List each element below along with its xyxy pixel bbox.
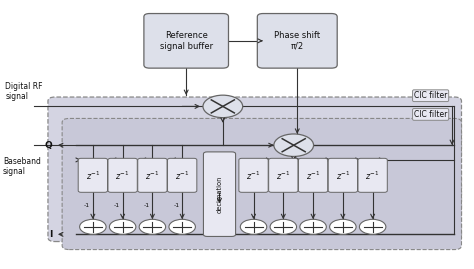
Text: $z^{-1}$: $z^{-1}$: [306, 169, 320, 182]
FancyBboxPatch shape: [269, 158, 298, 192]
FancyBboxPatch shape: [239, 158, 268, 192]
Text: -1: -1: [173, 203, 180, 207]
FancyBboxPatch shape: [144, 13, 228, 68]
FancyBboxPatch shape: [48, 97, 462, 242]
Circle shape: [329, 219, 356, 234]
FancyBboxPatch shape: [138, 158, 167, 192]
FancyBboxPatch shape: [358, 158, 387, 192]
Text: Phase shift
π/2: Phase shift π/2: [274, 31, 320, 51]
Circle shape: [80, 219, 106, 234]
Text: $z^{-1}$: $z^{-1}$: [145, 169, 160, 182]
Text: Digital RF
signal: Digital RF signal: [5, 82, 43, 101]
Text: $z^{-1}$: $z^{-1}$: [246, 169, 261, 182]
FancyBboxPatch shape: [62, 118, 462, 250]
Circle shape: [359, 219, 386, 234]
Text: $z^{-1}$: $z^{-1}$: [365, 169, 380, 182]
FancyBboxPatch shape: [167, 158, 197, 192]
Text: $z^{-1}$: $z^{-1}$: [276, 169, 291, 182]
Circle shape: [240, 219, 267, 234]
Circle shape: [274, 134, 314, 157]
Text: CIC filter: CIC filter: [414, 110, 447, 119]
Text: CIC filter: CIC filter: [414, 91, 447, 100]
Text: -1: -1: [144, 203, 150, 207]
FancyBboxPatch shape: [78, 158, 108, 192]
Text: Reference
signal buffer: Reference signal buffer: [160, 31, 213, 51]
Text: decimation: decimation: [217, 175, 222, 213]
Text: -1: -1: [114, 203, 120, 207]
Circle shape: [169, 219, 195, 234]
FancyBboxPatch shape: [203, 152, 236, 236]
FancyBboxPatch shape: [108, 158, 137, 192]
Circle shape: [139, 219, 165, 234]
Text: -1: -1: [84, 203, 90, 207]
FancyBboxPatch shape: [257, 13, 337, 68]
Text: $z^{-1}$: $z^{-1}$: [175, 169, 190, 182]
Circle shape: [203, 95, 243, 118]
Text: $z^{-1}$: $z^{-1}$: [116, 169, 130, 182]
Text: $z^{-1}$: $z^{-1}$: [86, 169, 100, 182]
Text: Baseband
signal: Baseband signal: [3, 157, 41, 176]
Circle shape: [109, 219, 136, 234]
Text: I: I: [49, 230, 53, 239]
Text: Q: Q: [45, 141, 53, 150]
Circle shape: [300, 219, 326, 234]
Circle shape: [270, 219, 297, 234]
Text: $z^{-1}$: $z^{-1}$: [336, 169, 350, 182]
FancyBboxPatch shape: [328, 158, 357, 192]
FancyBboxPatch shape: [299, 158, 328, 192]
